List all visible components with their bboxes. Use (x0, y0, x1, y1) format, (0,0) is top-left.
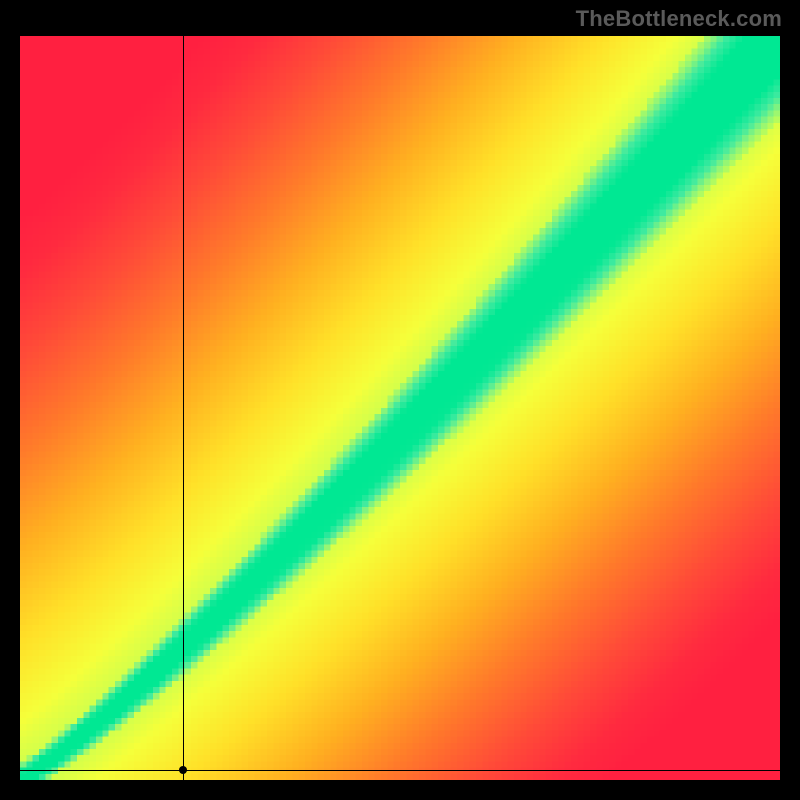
crosshair-dot (179, 766, 187, 774)
heatmap-canvas (20, 36, 780, 780)
crosshair-vertical (183, 36, 184, 780)
watermark-text: TheBottleneck.com (576, 6, 782, 32)
crosshair-horizontal (20, 770, 780, 771)
plot-area (20, 36, 780, 780)
figure-root: TheBottleneck.com (0, 0, 800, 800)
